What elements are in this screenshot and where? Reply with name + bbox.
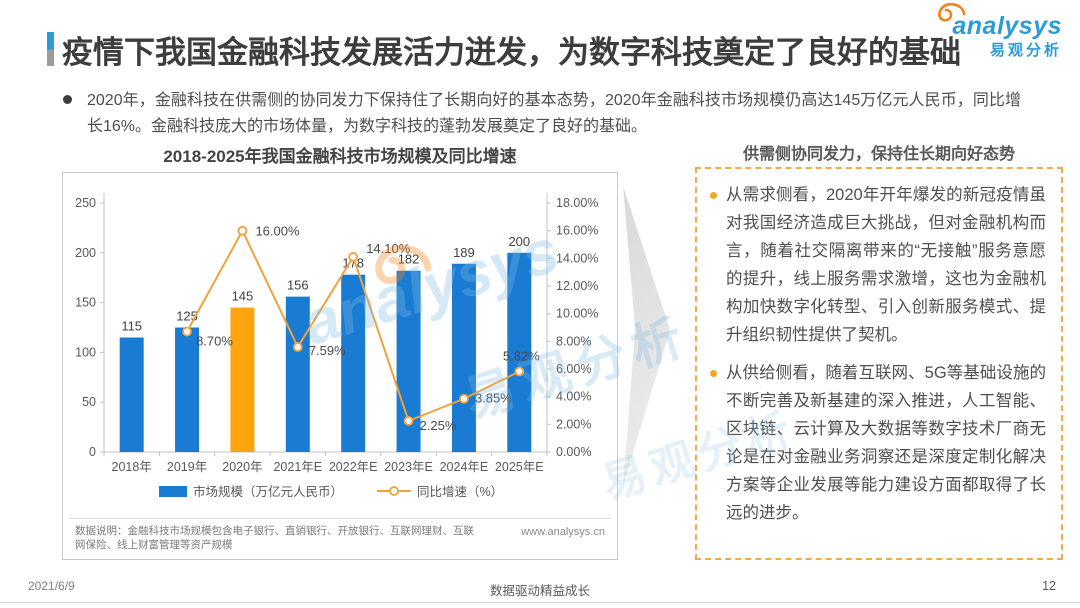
svg-text:100: 100 bbox=[75, 345, 96, 359]
svg-text:156: 156 bbox=[287, 278, 309, 293]
svg-text:2018年: 2018年 bbox=[112, 460, 152, 474]
svg-text:14.00%: 14.00% bbox=[556, 251, 598, 265]
market-chart-svg: 0 50 100 150 200 250 0.00% 2.00% 4.00% 6.00% 8.00%… bbox=[75, 193, 598, 499]
svg-text:2.00%: 2.00% bbox=[556, 417, 591, 431]
svg-text:3.85%: 3.85% bbox=[475, 391, 512, 406]
intro-text: 2020年，金融科技在供需侧的协同发力下保持住了长期向好的基本态势，2020年金… bbox=[87, 92, 1021, 135]
chart-title: 2018-2025年我国金融科技市场规模及同比增速 bbox=[163, 147, 517, 166]
bullet-dot-icon bbox=[710, 370, 717, 377]
svg-text:2.25%: 2.25% bbox=[420, 418, 457, 433]
growth-line: 8.70% 16.00% 7.59% 14.10% 2.25% 3.85% 5.82% bbox=[182, 224, 540, 433]
page-title: 疫情下我国金融科技发展活力迸发，为数字科技奠定了良好的基础 bbox=[62, 35, 961, 70]
intro-bullet: 2020年，金融科技在供需侧的协同发力下保持住了长期向好的基本态势，2020年金… bbox=[63, 88, 1021, 140]
svg-text:50: 50 bbox=[82, 395, 96, 409]
bullet-dot-icon bbox=[63, 95, 72, 104]
svg-text:同比增速（%）: 同比增速（%） bbox=[417, 484, 503, 499]
brand-name-cn: 易观分析 bbox=[989, 42, 1062, 59]
chart-axes: 0 50 100 150 200 250 0.00% 2.00% 4.00% 6.00% 8.00%… bbox=[75, 193, 598, 474]
insight-bullet: 从需求侧看，2020年开年爆发的新冠疫情虽对我国经济造成巨大挑战，但对金融机构而… bbox=[710, 181, 1046, 349]
svg-text:8.70%: 8.70% bbox=[196, 334, 233, 349]
svg-text:150: 150 bbox=[75, 296, 96, 310]
chart-note: 数据说明：金融科技市场规模包含电子银行、直销银行、开放银行、互联网理财、互联网保… bbox=[69, 518, 611, 559]
svg-text:0.00%: 0.00% bbox=[556, 445, 591, 459]
svg-text:250: 250 bbox=[75, 196, 96, 210]
brand-logo: analysys 易观分析 bbox=[938, 2, 1062, 60]
insight-panel-title: 供需侧协同发力，保持住长期向好态势 bbox=[742, 146, 1015, 163]
svg-text:0: 0 bbox=[89, 445, 96, 459]
svg-text:2023年E: 2023年E bbox=[384, 460, 433, 474]
footer-date: 2021/6/9 bbox=[28, 579, 75, 593]
svg-text:200: 200 bbox=[75, 246, 96, 260]
svg-text:市场规模（万亿元人民币）: 市场规模（万亿元人民币） bbox=[193, 484, 343, 499]
insight-text: 从供给侧看，随着互联网、5G等基础设施的不断完善及新基建的深入推进，人工智能、区… bbox=[726, 364, 1046, 522]
svg-text:182: 182 bbox=[398, 252, 420, 267]
svg-text:200: 200 bbox=[508, 234, 530, 249]
svg-text:2019年: 2019年 bbox=[167, 460, 207, 474]
svg-text:12.00%: 12.00% bbox=[556, 279, 598, 293]
svg-text:18.00%: 18.00% bbox=[556, 196, 598, 210]
brand-name: analysys bbox=[952, 12, 1062, 40]
bullet-dot-icon bbox=[710, 192, 717, 199]
svg-text:2021年E: 2021年E bbox=[273, 460, 322, 474]
footer-center-text: 数据驱动精益成长 bbox=[489, 584, 590, 598]
svg-text:145: 145 bbox=[232, 289, 254, 304]
website-text: www.analysys.cn bbox=[521, 526, 605, 538]
chart-legend: 市场规模（万亿元人民币） 同比增速（%） bbox=[159, 484, 503, 499]
insight-bullet: 从供给侧看，随着互联网、5G等基础设施的不断完善及新基建的深入推进，人工智能、区… bbox=[710, 359, 1046, 527]
svg-text:2020年: 2020年 bbox=[222, 460, 262, 474]
svg-text:16.00%: 16.00% bbox=[556, 224, 598, 238]
svg-text:10.00%: 10.00% bbox=[556, 307, 598, 321]
note-text: 数据说明：金融科技市场规模包含电子银行、直销银行、开放银行、互联网理财、互联网保… bbox=[75, 525, 474, 551]
svg-text:14.10%: 14.10% bbox=[366, 241, 411, 256]
svg-text:4.00%: 4.00% bbox=[556, 390, 591, 404]
svg-text:189: 189 bbox=[453, 245, 475, 260]
insight-text: 从需求侧看，2020年开年爆发的新冠疫情虽对我国经济造成巨大挑战，但对金融机构而… bbox=[726, 186, 1046, 344]
analysys-swirl-icon bbox=[938, 2, 966, 22]
insight-panel: 从需求侧看，2020年开年爆发的新冠疫情虽对我国经济造成巨大挑战，但对金融机构而… bbox=[695, 167, 1063, 560]
svg-text:5.82%: 5.82% bbox=[503, 348, 540, 363]
footer-page-number: 12 bbox=[1042, 579, 1056, 593]
svg-text:2024年E: 2024年E bbox=[440, 460, 489, 474]
title-accent-bar bbox=[47, 32, 54, 66]
svg-text:16.00%: 16.00% bbox=[255, 224, 300, 239]
transition-arrow bbox=[623, 186, 670, 486]
chart-panel: 0 50 100 150 200 250 0.00% 2.00% 4.00% 6.00% 8.00%… bbox=[62, 172, 618, 560]
svg-text:115: 115 bbox=[121, 318, 142, 333]
svg-text:7.59%: 7.59% bbox=[309, 343, 346, 358]
svg-text:8.00%: 8.00% bbox=[556, 334, 591, 348]
footer-divider bbox=[0, 602, 1080, 603]
svg-text:6.00%: 6.00% bbox=[556, 362, 591, 376]
svg-text:2022年E: 2022年E bbox=[329, 460, 378, 474]
svg-text:2025年E: 2025年E bbox=[495, 460, 544, 474]
